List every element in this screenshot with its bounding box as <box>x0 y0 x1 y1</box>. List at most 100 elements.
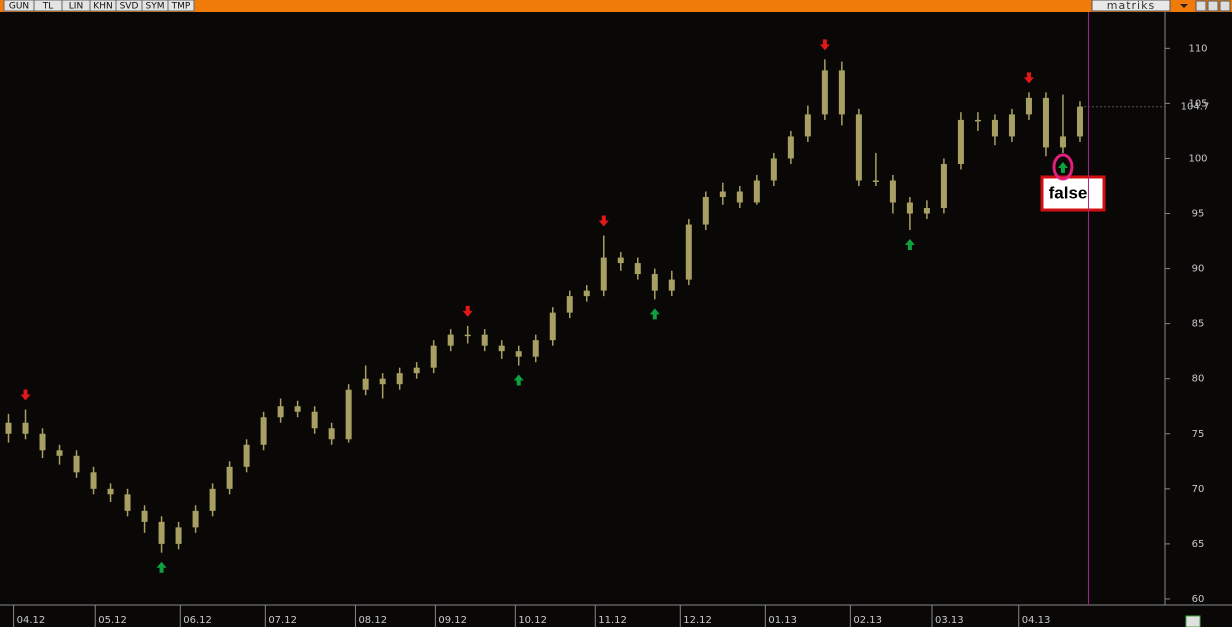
y-tick-label: 85 <box>1192 319 1205 330</box>
buy-signal <box>156 561 167 573</box>
toolbar-button-label[interactable]: TMP <box>171 2 191 12</box>
candle-body <box>957 119 964 164</box>
candle-body <box>736 191 743 203</box>
x-tick-label: 09.12 <box>438 615 467 626</box>
candle-body <box>685 224 692 280</box>
candle-body <box>1059 136 1066 148</box>
sell-signal <box>819 39 830 51</box>
x-tick-label: 02.13 <box>853 615 882 626</box>
toolbar-button-label[interactable]: SVD <box>120 2 139 12</box>
candle-body <box>940 163 947 209</box>
candle-body <box>702 197 709 225</box>
sell-signal <box>598 215 609 227</box>
x-tick-label: 10.12 <box>518 615 547 626</box>
candle-body <box>617 257 624 264</box>
toolbar-button-label[interactable]: SYM <box>146 2 165 12</box>
annotation: false <box>1049 183 1088 202</box>
candle-body <box>821 70 828 115</box>
window-button[interactable] <box>1207 0 1219 12</box>
candle-body <box>804 114 811 137</box>
candle-body <box>90 472 97 489</box>
candle-body <box>141 510 148 522</box>
y-tick-label: 65 <box>1192 539 1205 550</box>
candle-body <box>362 378 369 390</box>
candle-body <box>175 527 182 544</box>
toolbar <box>0 0 1232 12</box>
candle-body <box>447 334 454 346</box>
y-tick-label: 110 <box>1188 43 1207 54</box>
sell-signal <box>462 305 473 317</box>
x-tick-label: 12.12 <box>683 615 712 626</box>
buy-signal <box>904 239 915 251</box>
candle-body <box>583 290 590 297</box>
candle-body <box>753 180 760 203</box>
status-icon[interactable] <box>1185 615 1201 627</box>
candle-body <box>974 119 981 122</box>
dropdown[interactable] <box>1180 4 1188 8</box>
window-button[interactable] <box>1219 0 1231 12</box>
buy-signal <box>649 308 660 320</box>
toolbar-button-label[interactable]: GUN <box>9 2 29 12</box>
window-button[interactable] <box>1195 0 1207 12</box>
candle-body <box>396 373 403 385</box>
toolbar-button-label[interactable]: KHN <box>93 2 112 12</box>
candle-body <box>515 351 522 357</box>
x-tick-label: 01.13 <box>768 615 797 626</box>
y-tick-label: 80 <box>1192 374 1205 385</box>
candle-body <box>294 406 301 412</box>
candle-body <box>226 466 233 489</box>
x-tick-label: 04.12 <box>17 615 46 626</box>
candle-body <box>1008 114 1015 137</box>
highlight-circle <box>1052 153 1074 181</box>
candle-body <box>532 340 539 357</box>
candle-body <box>107 488 114 495</box>
candle-body <box>124 494 131 511</box>
candle-body <box>260 417 267 445</box>
candle-body <box>158 521 165 544</box>
brand-box <box>1091 0 1171 12</box>
candle-body <box>56 450 63 456</box>
candle-body <box>192 510 199 528</box>
y-tick-label: 90 <box>1192 264 1205 275</box>
candle-body <box>566 296 573 313</box>
candle-body <box>328 428 335 440</box>
y-tick-label: 75 <box>1192 429 1205 440</box>
candle-body <box>5 422 12 434</box>
candle-body <box>1076 106 1083 137</box>
candle-body <box>413 367 420 374</box>
candle-body <box>243 444 250 467</box>
candle-body <box>209 488 216 511</box>
x-tick-label: 06.12 <box>183 615 212 626</box>
candle-body <box>464 334 471 337</box>
x-tick-label: 11.12 <box>598 615 627 626</box>
sell-signal <box>1023 72 1034 84</box>
candle-body <box>634 263 641 275</box>
y-tick-label: 60 <box>1192 594 1205 605</box>
candle-body <box>311 411 318 429</box>
toolbar-button-label[interactable]: LIN <box>69 2 83 12</box>
y-tick-label: 70 <box>1192 484 1205 495</box>
annotation-box <box>1040 175 1106 212</box>
y-tick-label: 100 <box>1188 153 1207 164</box>
candle-body <box>923 208 930 214</box>
toolbar-button[interactable] <box>167 0 195 12</box>
candle-body <box>855 114 862 181</box>
candle-body <box>889 180 896 203</box>
candle-body <box>549 312 556 341</box>
y-tick-label: 95 <box>1192 209 1205 220</box>
x-tick-label: 05.12 <box>98 615 127 626</box>
candle-body <box>770 158 777 181</box>
candle-body <box>277 406 284 418</box>
buy-signal <box>1057 161 1068 173</box>
candle-body <box>1025 97 1032 115</box>
candle-body <box>379 378 386 385</box>
x-tick-label: 08.12 <box>358 615 387 626</box>
candle-body <box>430 345 437 368</box>
x-tick-label: 03.13 <box>935 615 964 626</box>
toolbar-button-label[interactable]: TL <box>42 2 54 12</box>
candle-body <box>651 274 658 291</box>
sell-signal <box>20 389 31 401</box>
candle-body <box>991 119 998 137</box>
